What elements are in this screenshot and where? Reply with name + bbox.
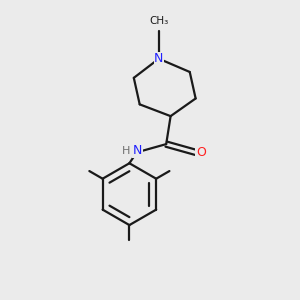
Text: N: N [133,144,142,158]
Text: O: O [196,146,206,159]
Text: N: N [154,52,164,65]
Text: H: H [122,146,130,156]
Text: CH₃: CH₃ [149,16,169,26]
